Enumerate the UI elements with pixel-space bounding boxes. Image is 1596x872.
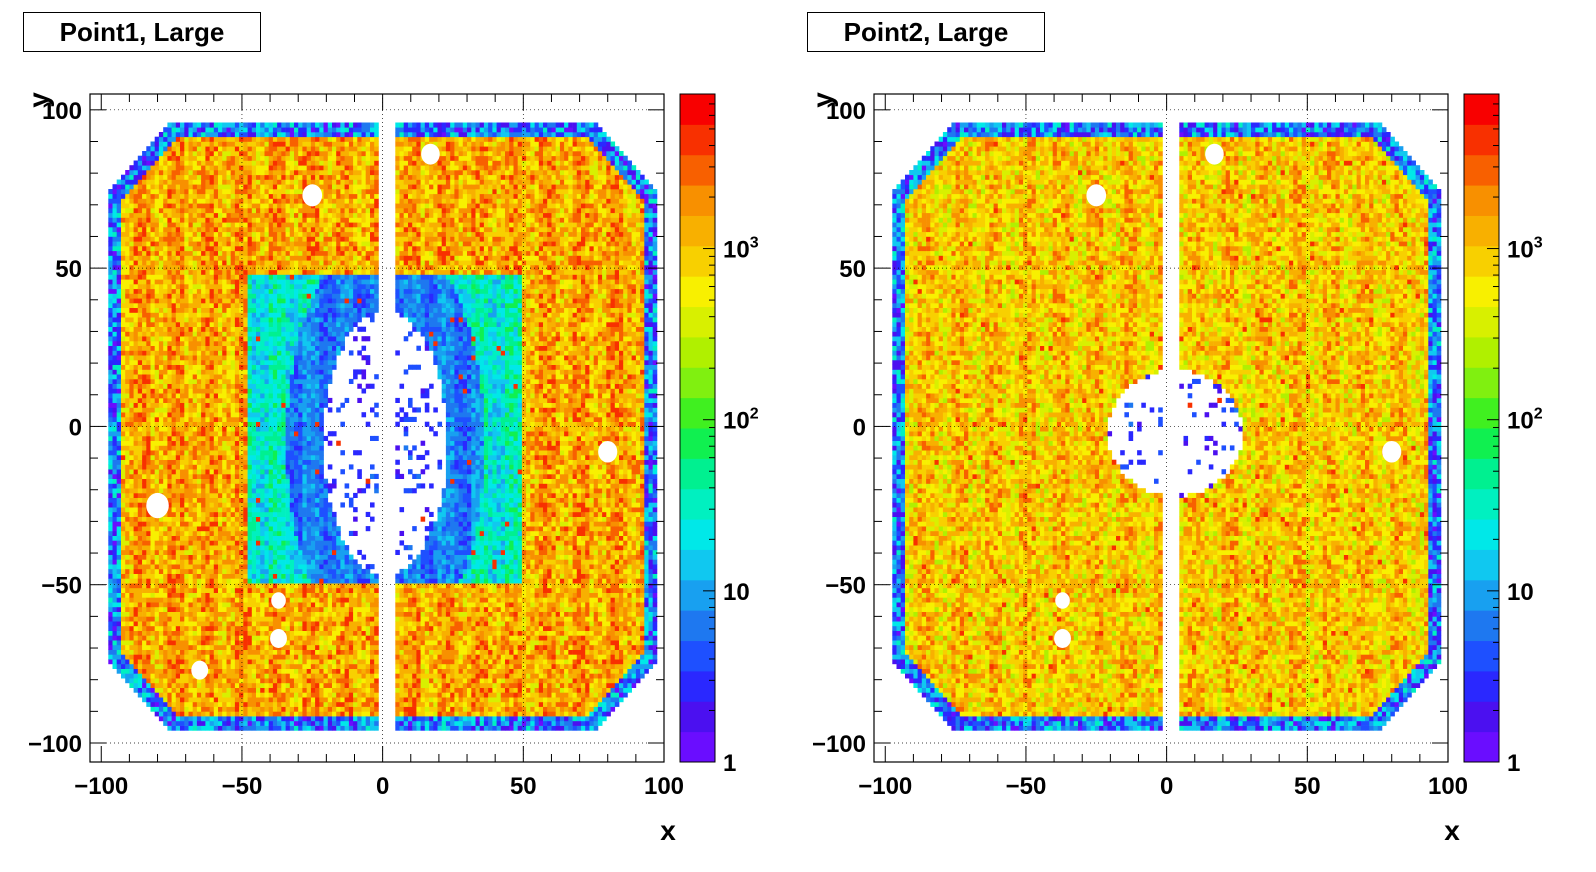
colorbar-swatch [1464, 367, 1499, 399]
colorbar-swatch [680, 458, 715, 490]
colorbar-swatch [1464, 428, 1499, 459]
colorbar-swatch [1464, 579, 1499, 611]
colorbar-swatch [1464, 640, 1499, 672]
colorbar-swatch [1464, 458, 1499, 490]
colorbar-swatch [680, 579, 715, 611]
x-tick-label: 100 [1428, 773, 1468, 800]
heatmap-plot-1: −100 −50 0 50 100 100 50 0 −50 −100 x y 1 10 102 103 [23, 92, 759, 846]
colorbar-swatch [680, 94, 715, 125]
heatmap-plot-2: −100 −50 0 50 100 100 50 0 −50 −100 x y 1 10 102 103 [807, 92, 1543, 846]
x-tick-label: 50 [510, 773, 537, 800]
panel-point1: −100 −50 0 50 100 100 50 0 −50 −100 x y 1 10 102 103 Po… [23, 12, 759, 846]
colorbar-swatch [680, 731, 715, 763]
colorbar-tick-label: 103 [723, 235, 759, 264]
colorbar-swatch [680, 701, 715, 733]
y-tick-label: −50 [41, 573, 82, 600]
colorbar-swatch [1464, 397, 1499, 429]
colorbar-swatch [680, 124, 715, 156]
colorbar-swatch [1464, 670, 1499, 702]
x-axis-label: x [1444, 815, 1460, 846]
colorbar-swatch [680, 154, 715, 186]
colorbar-swatch [680, 215, 715, 247]
colorbar-swatch [1464, 731, 1499, 763]
colorbar-swatch [1464, 276, 1499, 308]
colorbar-swatch [680, 336, 715, 368]
colorbar-swatch [1464, 610, 1499, 642]
colorbar-tick-label: 10 [1507, 579, 1534, 606]
colorbar-swatch [1464, 185, 1499, 216]
colorbar-swatch [680, 670, 715, 702]
x-tick-label: 0 [376, 773, 389, 800]
colorbar-swatch [1464, 94, 1499, 125]
x-axis-label: x [660, 815, 676, 846]
colorbar-swatch [680, 549, 715, 581]
colorbar-swatch [1464, 488, 1499, 520]
y-axis-label: y [807, 92, 838, 108]
chart-title-1: Point1, Large [23, 12, 261, 52]
x-tick-label: −100 [74, 773, 128, 800]
colorbar-swatch [680, 640, 715, 672]
y-tick-label: 50 [55, 256, 82, 283]
colorbar-swatch [680, 428, 715, 459]
x-tick-label: 0 [1160, 773, 1173, 800]
colorbar-swatch [1464, 124, 1499, 156]
y-tick-label: −100 [812, 731, 866, 758]
colorbar-swatch [1464, 549, 1499, 581]
y-tick-label: 50 [839, 256, 866, 283]
colorbar-swatch [1464, 519, 1499, 550]
colorbar-tick-label: 103 [1507, 235, 1543, 264]
y-tick-label: 100 [826, 98, 866, 125]
y-tick-label: 0 [853, 414, 866, 441]
colorbar-swatch [1464, 154, 1499, 186]
chart-title-2: Point2, Large [807, 12, 1045, 52]
colorbar-swatch [1464, 245, 1499, 277]
colorbar-swatch [680, 367, 715, 399]
colorbar-swatch [680, 276, 715, 308]
colorbar-tick-label: 1 [723, 750, 736, 777]
y-tick-label: 0 [69, 414, 82, 441]
colorbar-swatch [680, 306, 715, 338]
colorbar-swatch [680, 397, 715, 429]
y-tick-label: −50 [825, 573, 866, 600]
colorbar-swatch [1464, 306, 1499, 338]
colorbar-swatch [680, 519, 715, 550]
x-tick-label: −100 [858, 773, 912, 800]
x-tick-label: 50 [1294, 773, 1321, 800]
colorbar-tick-label: 102 [723, 406, 759, 435]
x-tick-label: 100 [644, 773, 684, 800]
x-tick-label: −50 [1006, 773, 1047, 800]
x-tick-label: −50 [222, 773, 263, 800]
y-axis-label: y [23, 92, 54, 108]
colorbar-swatch [680, 488, 715, 520]
colorbar-tick-label: 102 [1507, 406, 1543, 435]
colorbar-swatch [680, 610, 715, 642]
y-tick-label: 100 [42, 98, 82, 125]
colorbar-swatch [1464, 336, 1499, 368]
colorbar-swatch [1464, 215, 1499, 247]
y-tick-label: −100 [28, 731, 82, 758]
colorbar-tick-label: 10 [723, 579, 750, 606]
colorbar-swatch [680, 245, 715, 277]
colorbar-swatch [680, 185, 715, 216]
colorbar-tick-label: 1 [1507, 750, 1520, 777]
colorbar-swatch [1464, 701, 1499, 733]
panel-point2: −100 −50 0 50 100 100 50 0 −50 −100 x y 1 10 102 103 Po… [784, 0, 1582, 872]
